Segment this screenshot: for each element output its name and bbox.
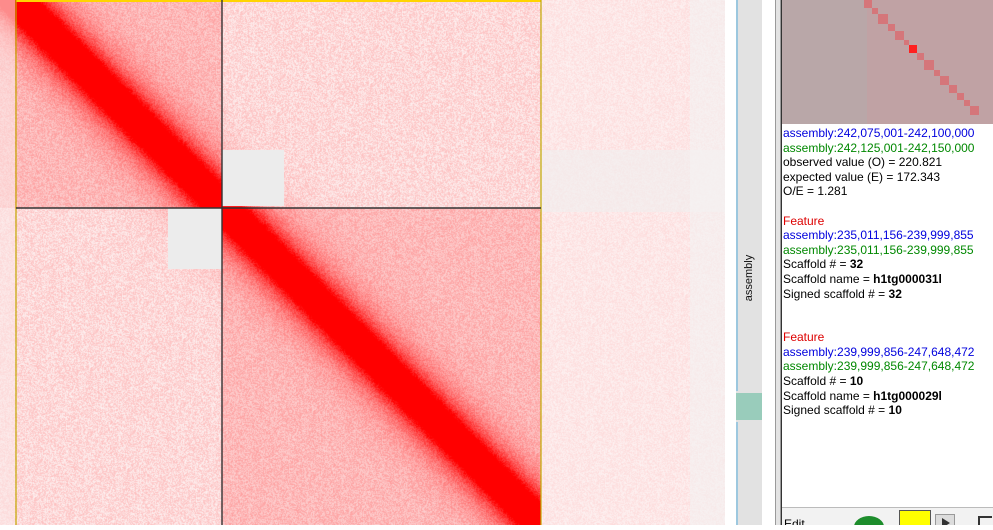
panel-splitter[interactable]: [775, 0, 781, 525]
top-yellow-border: [16, 0, 541, 2]
spacer: [782, 301, 993, 330]
thumb-diagonal-block: [888, 24, 895, 31]
thumb-diagonal-block: [909, 45, 917, 53]
thumb-diagonal-block: [904, 40, 909, 45]
feature-2-scaffold-num: Scaffold # = 10: [782, 374, 993, 389]
edit-menu[interactable]: Edit: [784, 517, 805, 525]
thumb-diagonal-block: [924, 60, 934, 70]
thumb-diagonal-block: [940, 76, 949, 85]
feature-2-scaffold-name-label: Scaffold name =: [783, 388, 874, 403]
feature-2-signed-label: Signed scaffold # =: [783, 403, 889, 418]
feature-2-scaffold-num-value: 10: [849, 373, 864, 388]
track-segment-upper: [736, 0, 762, 393]
feature-1-scaffold-name-label: Scaffold name =: [783, 271, 874, 286]
feature-2-region-x: assembly:239,999,856-247,648,472: [783, 344, 975, 359]
hover-region-x: assembly:242,075,001-242,100,000: [783, 126, 975, 140]
overview-map: [782, 0, 993, 124]
feature-2-header: Feature: [783, 330, 825, 345]
contact-map-overlay: [0, 0, 725, 525]
feature-1-region-y: assembly:235,011,156-239,999,855: [783, 242, 974, 257]
thumb-diagonal-block: [970, 106, 979, 115]
resize-corner-icon[interactable]: [978, 516, 992, 525]
thumb-diagonal-block: [917, 53, 924, 60]
feature-1-scaffold-name: Scaffold name = h1tg000031l: [782, 272, 993, 287]
expected-value: expected value (E) = 172.343: [783, 169, 941, 184]
pale-edge-right: [690, 0, 725, 525]
feature-2-scaffold-name: Scaffold name = h1tg000029l: [782, 389, 993, 404]
color-swatch-button[interactable]: [899, 510, 931, 525]
contact-map[interactable]: [0, 0, 725, 525]
feature-2-region-y: assembly:239,999,856-247,648,472: [783, 359, 975, 374]
thumb-diagonal-block: [872, 8, 878, 14]
feature-1-signed-value: 32: [888, 286, 902, 301]
feature-1-header: Feature: [783, 213, 825, 228]
feature-2-scaffold-num-label: Scaffold # =: [783, 373, 850, 388]
thumb-diagonal-block: [878, 14, 888, 24]
assembly-track-graphic: [736, 0, 762, 525]
feature-1-signed-label: Signed scaffold # =: [783, 286, 889, 301]
thumb-diagonal-block: [957, 93, 964, 100]
feature-1-scaffold-name-value: h1tg000031l: [873, 271, 942, 286]
feature-1-region-x: assembly:235,011,156-239,999,855: [783, 228, 974, 243]
feature-1-scaffold-num: Scaffold # = 32: [782, 257, 993, 272]
globe-icon[interactable]: [854, 516, 884, 525]
hover-info-panel: assembly:242,075,001-242,100,000 assembl…: [782, 126, 993, 506]
feature-1-scaffold-num-label: Scaffold # =: [783, 257, 850, 272]
contact-map-heatmap[interactable]: [0, 0, 725, 525]
feature-2-scaffold-name-value: h1tg000029l: [873, 388, 942, 403]
gap-block-upper: [222, 150, 284, 206]
thumb-diagonal-block: [895, 31, 904, 40]
thumb-diagonal-block: [949, 85, 957, 93]
feature-2-signed-num: Signed scaffold # = 10: [782, 403, 993, 418]
track-segment-highlight: [736, 393, 762, 420]
spacer: [782, 199, 993, 214]
oe-value: O/E = 1.281: [783, 184, 848, 199]
feature-2-signed-value: 10: [888, 403, 902, 418]
thumb-diagonal-block: [864, 0, 872, 8]
feature-1-scaffold-num-value: 32: [849, 257, 864, 272]
thumb-diagonal-block: [964, 100, 970, 106]
play-icon[interactable]: [935, 514, 955, 525]
left-margin-strip: [0, 0, 15, 525]
overview-thumbnail[interactable]: [782, 0, 993, 124]
observed-value: observed value (O) = 220.821: [783, 155, 943, 170]
thumb-diagonal-block: [934, 70, 940, 76]
hover-region-y: assembly:242,125,001-242,150,000: [783, 140, 975, 155]
track-segment-lower: [736, 420, 762, 525]
feature-1-signed-num: Signed scaffold # = 32: [782, 287, 993, 302]
gap-block-lower: [168, 208, 222, 269]
assembly-track[interactable]: [735, 0, 763, 525]
bottom-toolbar: Edit: [782, 507, 993, 525]
side-panel: assembly:242,075,001-242,100,000 assembl…: [781, 0, 993, 525]
panel-gap: [725, 0, 735, 525]
